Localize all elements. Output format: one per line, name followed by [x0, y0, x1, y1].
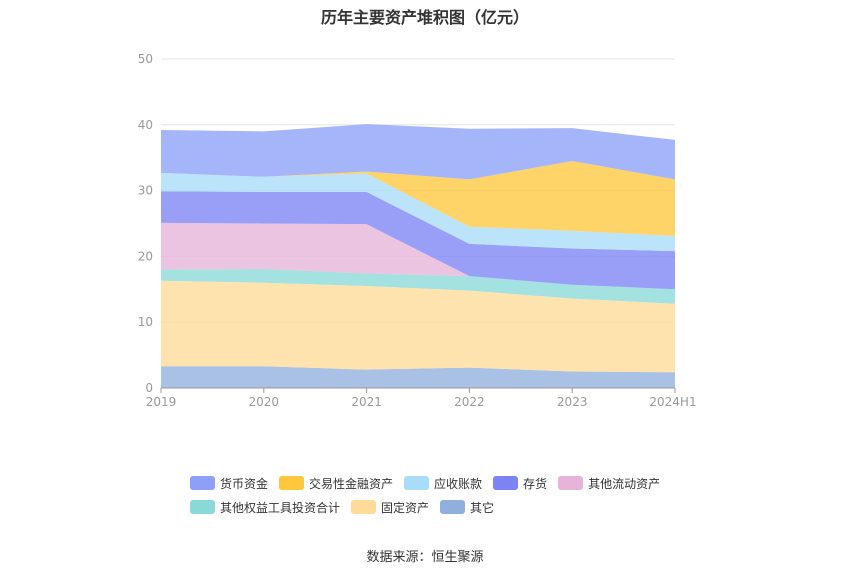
legend-item-货币资金[interactable]: 货币资金 — [190, 471, 268, 495]
legend-swatch — [351, 500, 377, 514]
area-series-货币资金[interactable] — [161, 124, 675, 180]
legend-swatch — [190, 500, 215, 514]
legend-swatch — [558, 476, 584, 490]
y-tick-label: 20 — [138, 249, 153, 263]
x-tick-label: 2022 — [454, 395, 485, 409]
x-tick-label: 2021 — [351, 395, 382, 409]
area-series-应收账款[interactable] — [161, 172, 675, 252]
x-axis — [160, 387, 676, 393]
x-tick-label: 2024H1 — [649, 395, 696, 409]
legend-swatch — [190, 476, 215, 490]
legend-swatch — [493, 476, 519, 490]
legend-label: 固定资产 — [381, 500, 430, 515]
area-series-存货[interactable] — [161, 191, 675, 290]
y-tick-label: 0 — [145, 381, 153, 395]
legend-label: 其他权益工具投资合计 — [220, 500, 341, 515]
legend-label: 应收账款 — [434, 476, 483, 491]
y-tick-label: 40 — [138, 118, 153, 132]
legend-item-应收账款[interactable]: 应收账款 — [404, 471, 482, 495]
x-tick-label: 2023 — [557, 395, 588, 409]
legend-item-其他流动资产[interactable]: 其他流动资产 — [558, 471, 660, 495]
legend-label: 存货 — [523, 476, 548, 491]
area-series-其它[interactable] — [161, 366, 675, 388]
legend-item-交易性金融资产[interactable]: 交易性金融资产 — [279, 471, 393, 495]
legend-item-其他权益工具投资合计[interactable]: 其他权益工具投资合计 — [190, 495, 340, 519]
chart-title: 历年主要资产堆积图（亿元） — [320, 8, 529, 27]
legend: 货币资金 交易性金融资产 应收账款 存货 其他流动资产 其他权益工具投资合计 固定资产 其它 — [190, 471, 680, 519]
x-tick-label: 2019 — [146, 395, 177, 409]
area-series-交易性金融资产[interactable] — [161, 160, 675, 236]
legend-row: 货币资金 交易性金融资产 应收账款 存货 其他流动资产 — [190, 471, 680, 495]
y-axis-ticks: 0 10 20 30 40 50 — [138, 52, 153, 395]
legend-row: 其他权益工具投资合计 固定资产 其它 — [190, 495, 680, 519]
legend-label: 货币资金 — [220, 476, 269, 491]
legend-swatch — [404, 476, 430, 490]
data-source-label: 数据来源：恒生聚源 — [366, 550, 484, 565]
stacked-area-chart: 0 10 20 30 40 50 2019 2020 2021 2022 2023 2024H1 — [138, 52, 697, 409]
legend-label: 交易性金融资产 — [309, 476, 394, 491]
legend-item-固定资产[interactable]: 固定资产 — [351, 495, 429, 519]
x-tick-label: 2020 — [249, 395, 280, 409]
legend-label: 其它 — [470, 500, 495, 515]
x-axis-ticks: 2019 2020 2021 2022 2023 2024H1 — [146, 395, 697, 409]
legend-swatch — [279, 476, 305, 490]
area-series-其他权益工具投资合计[interactable] — [161, 268, 675, 304]
y-tick-label: 10 — [138, 315, 153, 329]
legend-item-其它[interactable]: 其它 — [440, 495, 494, 519]
y-tick-label: 30 — [138, 184, 153, 198]
area-series-固定资产[interactable] — [161, 280, 675, 373]
legend-swatch — [440, 500, 466, 514]
legend-label: 其他流动资产 — [588, 476, 661, 491]
y-tick-label: 50 — [138, 52, 153, 66]
area-series-其他流动资产[interactable] — [161, 222, 675, 290]
legend-item-存货[interactable]: 存货 — [493, 471, 547, 495]
area-series-layer — [161, 124, 675, 388]
